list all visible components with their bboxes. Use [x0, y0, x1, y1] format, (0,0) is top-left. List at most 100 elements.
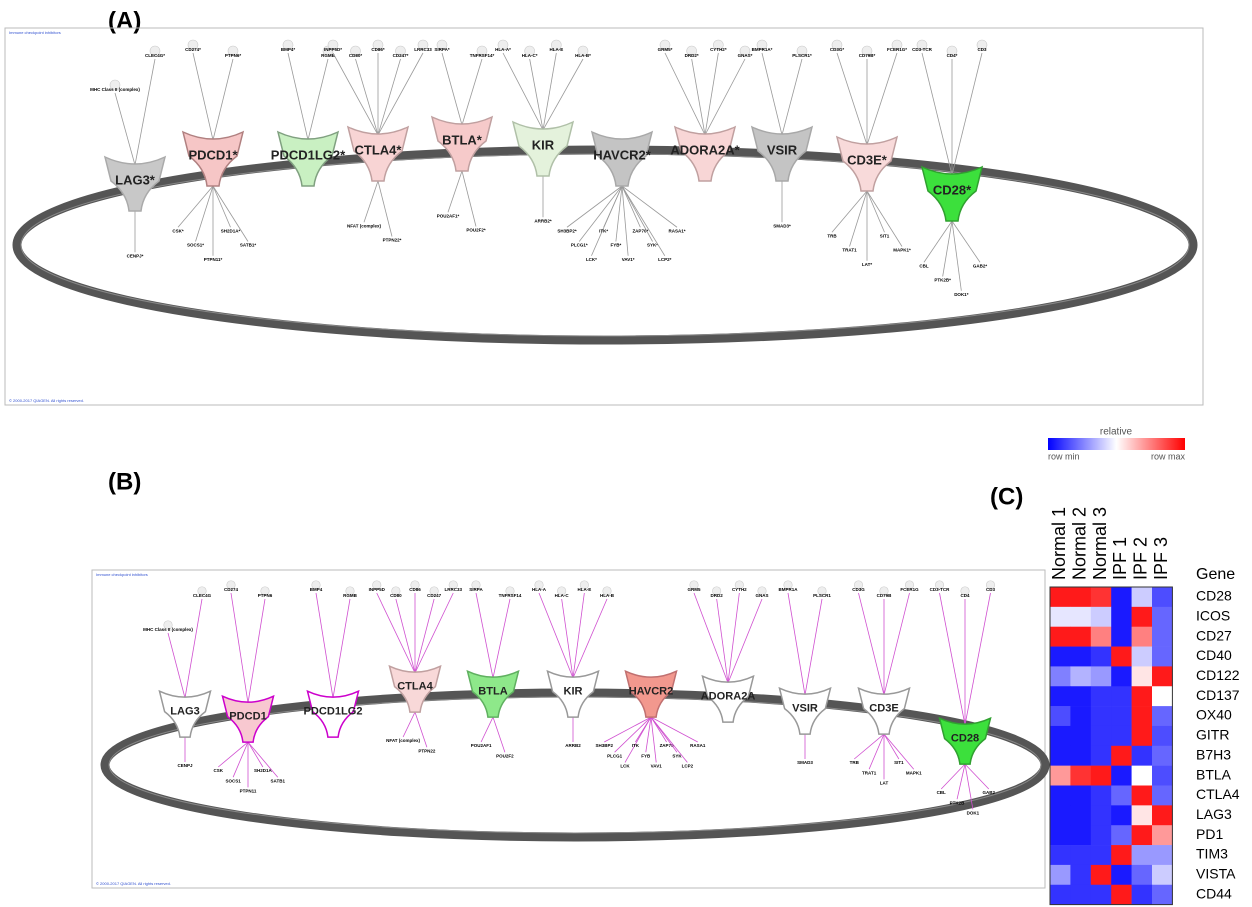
node-label: LRRC33 — [414, 47, 432, 52]
heatmap-cell — [1111, 865, 1132, 885]
node-label: POU2F2* — [466, 228, 486, 233]
row-label: PD1 — [1196, 826, 1223, 842]
node-label: DRD2 — [711, 593, 724, 598]
node-label: TRAT1 — [842, 248, 857, 253]
edge — [832, 191, 867, 232]
heatmap-cell — [1091, 666, 1112, 686]
receptor-group: INPP5DCD80CD86CD247LRRC33NFAT (complex)P… — [369, 581, 463, 754]
node-label: CD3-TCR — [912, 47, 932, 52]
heatmap-cell — [1091, 865, 1112, 885]
heatmap-cell — [1091, 706, 1112, 726]
node-label: HLA-E — [577, 587, 591, 592]
edge — [859, 593, 885, 695]
color-scale — [1048, 438, 1185, 450]
heatmap-cell — [1050, 726, 1071, 746]
node-label: CENPJ* — [127, 253, 144, 258]
heatmap-cell — [1050, 786, 1071, 806]
node-label: HLA-A — [532, 587, 547, 592]
node-label: NFAT (complex) — [386, 738, 420, 743]
heatmap-cell — [1111, 766, 1132, 786]
node-label: POU2F2 — [496, 753, 514, 758]
heatmap-cell — [1091, 627, 1112, 647]
heatmap-cell — [1070, 825, 1091, 845]
heatmap-cell — [1152, 825, 1173, 845]
heatmap-cell — [1111, 805, 1132, 825]
node-label: SOCS1 — [225, 778, 241, 783]
receptor-label: CD28* — [933, 182, 972, 197]
heatmap-cell — [1111, 845, 1132, 865]
heatmap-cell — [1111, 607, 1132, 627]
edge — [364, 181, 378, 222]
edge — [415, 593, 453, 673]
node-label: CLEC4G — [193, 593, 212, 598]
edge — [448, 171, 462, 212]
heatmap-cell — [1091, 805, 1112, 825]
heatmap-cell — [1070, 706, 1091, 726]
node-label: RASA1 — [690, 743, 706, 748]
edge — [377, 593, 415, 673]
node-label: SIRPA* — [434, 47, 449, 52]
heatmap-cell — [1091, 845, 1112, 865]
heatmap-cell — [1152, 845, 1173, 865]
edge — [248, 599, 265, 703]
node-label: PTPN22* — [383, 238, 402, 243]
heatmap-cell — [1111, 706, 1132, 726]
node-label: CD247* — [393, 53, 409, 58]
edge — [356, 59, 379, 135]
heatmap-cell — [1050, 766, 1071, 786]
node-label: TRB — [827, 233, 837, 238]
node-label: FCER1G — [900, 587, 919, 592]
edge — [530, 59, 543, 130]
heatmap-cell — [1050, 845, 1071, 865]
edge — [622, 186, 677, 227]
node-label: CD79B* — [859, 53, 876, 58]
node-label: TRB — [850, 760, 860, 765]
receptor-group: CD3-TCRCD4CD3CBLPTK2BDOK1GAB2CD28 — [930, 581, 996, 816]
node-label: PLCG1* — [571, 243, 588, 248]
receptor-label: HAVCR2* — [593, 147, 651, 162]
node-label: FCER1G* — [887, 47, 907, 52]
edge — [957, 764, 965, 799]
node-label: CYTH2* — [710, 47, 727, 52]
node-label: PTPN6* — [225, 53, 242, 58]
heatmap-cell — [1070, 845, 1091, 865]
row-label: GITR — [1196, 727, 1229, 743]
receptor-label: PDCD1 — [229, 711, 266, 723]
heatmap-cell — [1132, 666, 1153, 686]
receptor-group: MHC Class II (complex)CLEC4GCENPJLAG3 — [143, 587, 212, 768]
edge — [233, 742, 248, 777]
edge — [193, 53, 213, 140]
edge — [481, 717, 493, 742]
panel-label: (B) — [108, 468, 141, 495]
heatmap-cell — [1111, 746, 1132, 766]
edge — [562, 599, 573, 678]
heatmap-cell — [1050, 865, 1071, 885]
receptor-group: SH3BP2PLCG1LCKITKFYBVAV1ZAP70SYKLCP2RASA… — [595, 671, 705, 768]
row-label: CD27 — [1196, 627, 1232, 643]
node-label: SYK* — [647, 243, 658, 248]
node-label: PTK2B — [950, 800, 966, 805]
node-label: MHC Class II (complex) — [143, 627, 193, 632]
row-label: B7H3 — [1196, 746, 1231, 762]
node-label: SIT1 — [880, 233, 890, 238]
node-label: PTPN22 — [418, 748, 436, 753]
edge — [213, 59, 233, 140]
edge — [333, 599, 350, 698]
node-label: CD79B — [877, 593, 893, 598]
heatmap-cell — [1091, 885, 1112, 905]
edge — [952, 221, 961, 291]
node-label: GAB2 — [983, 790, 996, 795]
edge — [665, 53, 705, 135]
node-label: ITK* — [599, 228, 608, 233]
row-header: Gene — [1196, 566, 1235, 583]
receptor-label: CD28 — [951, 733, 979, 745]
row-label: TIM3 — [1196, 846, 1228, 862]
node-label: HLA-B — [600, 593, 615, 598]
node-label: LCK* — [586, 257, 597, 262]
heatmap-cell — [1111, 666, 1132, 686]
node-label: PTPN11 — [240, 789, 257, 794]
heatmap-cell — [1070, 587, 1091, 607]
node-label: LCK — [620, 764, 630, 769]
edge — [213, 186, 231, 227]
edge — [308, 59, 328, 140]
